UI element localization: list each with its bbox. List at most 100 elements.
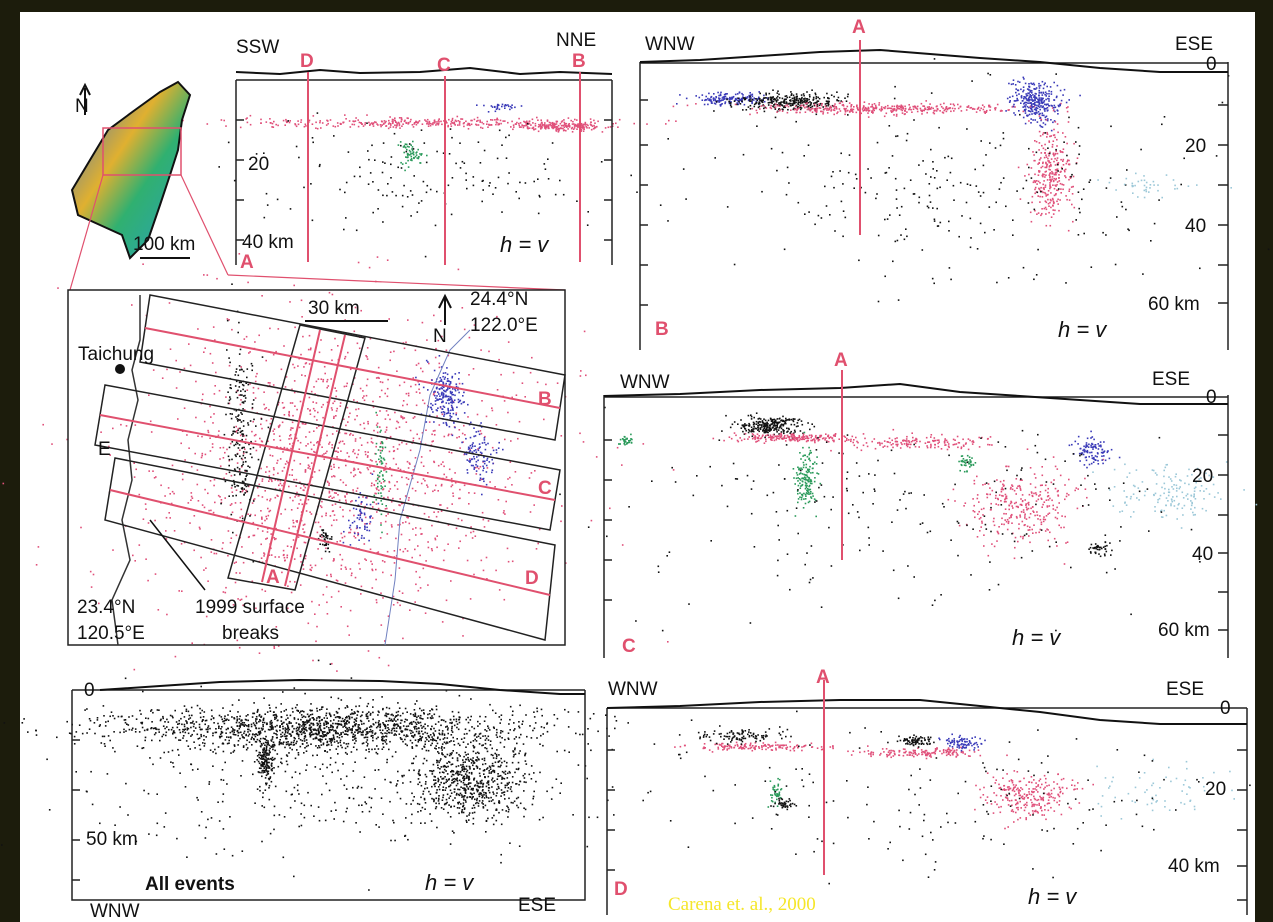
quake-dot [981,522,983,524]
quake-dot [820,104,823,107]
quake-dot [343,725,346,727]
quake-dot [457,120,460,122]
quake-dot [556,126,558,128]
quake-dot [776,169,778,172]
quake-dot [715,96,718,99]
quake-dot [1058,174,1060,176]
quake-dot [1193,487,1196,490]
quake-dot [1072,185,1074,188]
quake-dot [801,436,803,439]
quake-dot [759,418,762,420]
quake-dot [428,123,430,125]
quake-dot [260,727,263,730]
quake-dot [777,422,780,424]
quake-dot [1057,203,1059,205]
quake-dot [794,99,796,101]
quake-dot [279,726,281,728]
quake-dot [906,132,909,135]
quake-dot [1104,554,1106,557]
quake-dot [1004,487,1007,490]
quake-dot [779,103,782,105]
quake-dot [199,712,202,714]
quake-dot [623,440,625,443]
quake-dot [918,164,920,166]
quake-dot [1042,132,1045,134]
quake-dot [729,426,732,429]
quake-dot [867,112,869,114]
quake-dot [908,108,910,111]
quake-dot [1143,189,1146,192]
quake-dot [764,425,766,428]
quake-dot [993,480,996,483]
quake-dot [372,706,374,708]
quake-dot [1018,81,1021,83]
quake-dot [392,121,394,123]
quake-dot [757,437,760,440]
quake-dot [738,100,740,103]
quake-dot [764,424,767,427]
quake-dot [800,493,803,496]
quake-dot [762,425,765,428]
quake-dot [511,107,513,109]
quake-dot [347,730,349,733]
quake-dot [712,97,715,99]
quake-dot [540,708,543,711]
quake-dot [972,510,975,512]
quake-dot [253,712,256,715]
quake-dot [863,108,866,111]
quake-dot [926,531,929,534]
quake-dot [463,125,465,128]
quake-dot [269,118,271,120]
quake-dot [1021,479,1023,481]
quake-dot [928,183,931,185]
quake-dot [695,95,697,97]
quake-dot [550,125,553,127]
quake-dot [1049,176,1051,179]
quake-dot [253,738,255,740]
quake-dot [1098,553,1100,555]
quake-dot [911,432,913,434]
quake-dot [546,119,549,121]
quake-dot [223,722,226,725]
quake-dot [1013,489,1016,492]
quake-dot [988,104,990,107]
quake-dot [989,436,992,438]
quake-dot [808,107,810,109]
quake-dot [900,205,903,208]
quake-dot [769,97,772,99]
quake-dot [1047,190,1050,192]
quake-dot [1031,90,1033,92]
quake-dot [964,459,966,462]
quake-dot [1051,499,1053,502]
quake-dot [481,121,483,124]
quake-dot [926,445,928,447]
quake-dot [271,126,273,128]
quake-dot [1045,108,1047,110]
quake-dot [936,187,939,190]
quake-dot [814,109,816,111]
quake-dot [1054,152,1057,155]
quake-dot [166,718,168,721]
quake-dot [809,488,812,491]
quake-dot [376,753,379,755]
quake-dot [410,144,412,146]
quake-dot [276,724,278,727]
quake-dot [814,92,817,95]
quake-dot [977,191,980,193]
quake-dot [871,105,873,108]
quake-dot [813,461,816,464]
quake-dot [1113,486,1116,488]
quake-dot [612,123,614,125]
quake-dot [848,439,850,441]
quake-dot [496,106,499,108]
quake-dot [568,125,570,127]
quake-dot [251,736,253,739]
quake-dot [775,101,778,103]
quake-dot [746,96,749,98]
quake-dot [755,102,757,105]
quake-dot [800,107,803,109]
quake-dot [1051,170,1053,173]
quake-dot [1061,151,1063,153]
quake-dot [792,437,795,439]
quake-dot [828,97,830,100]
